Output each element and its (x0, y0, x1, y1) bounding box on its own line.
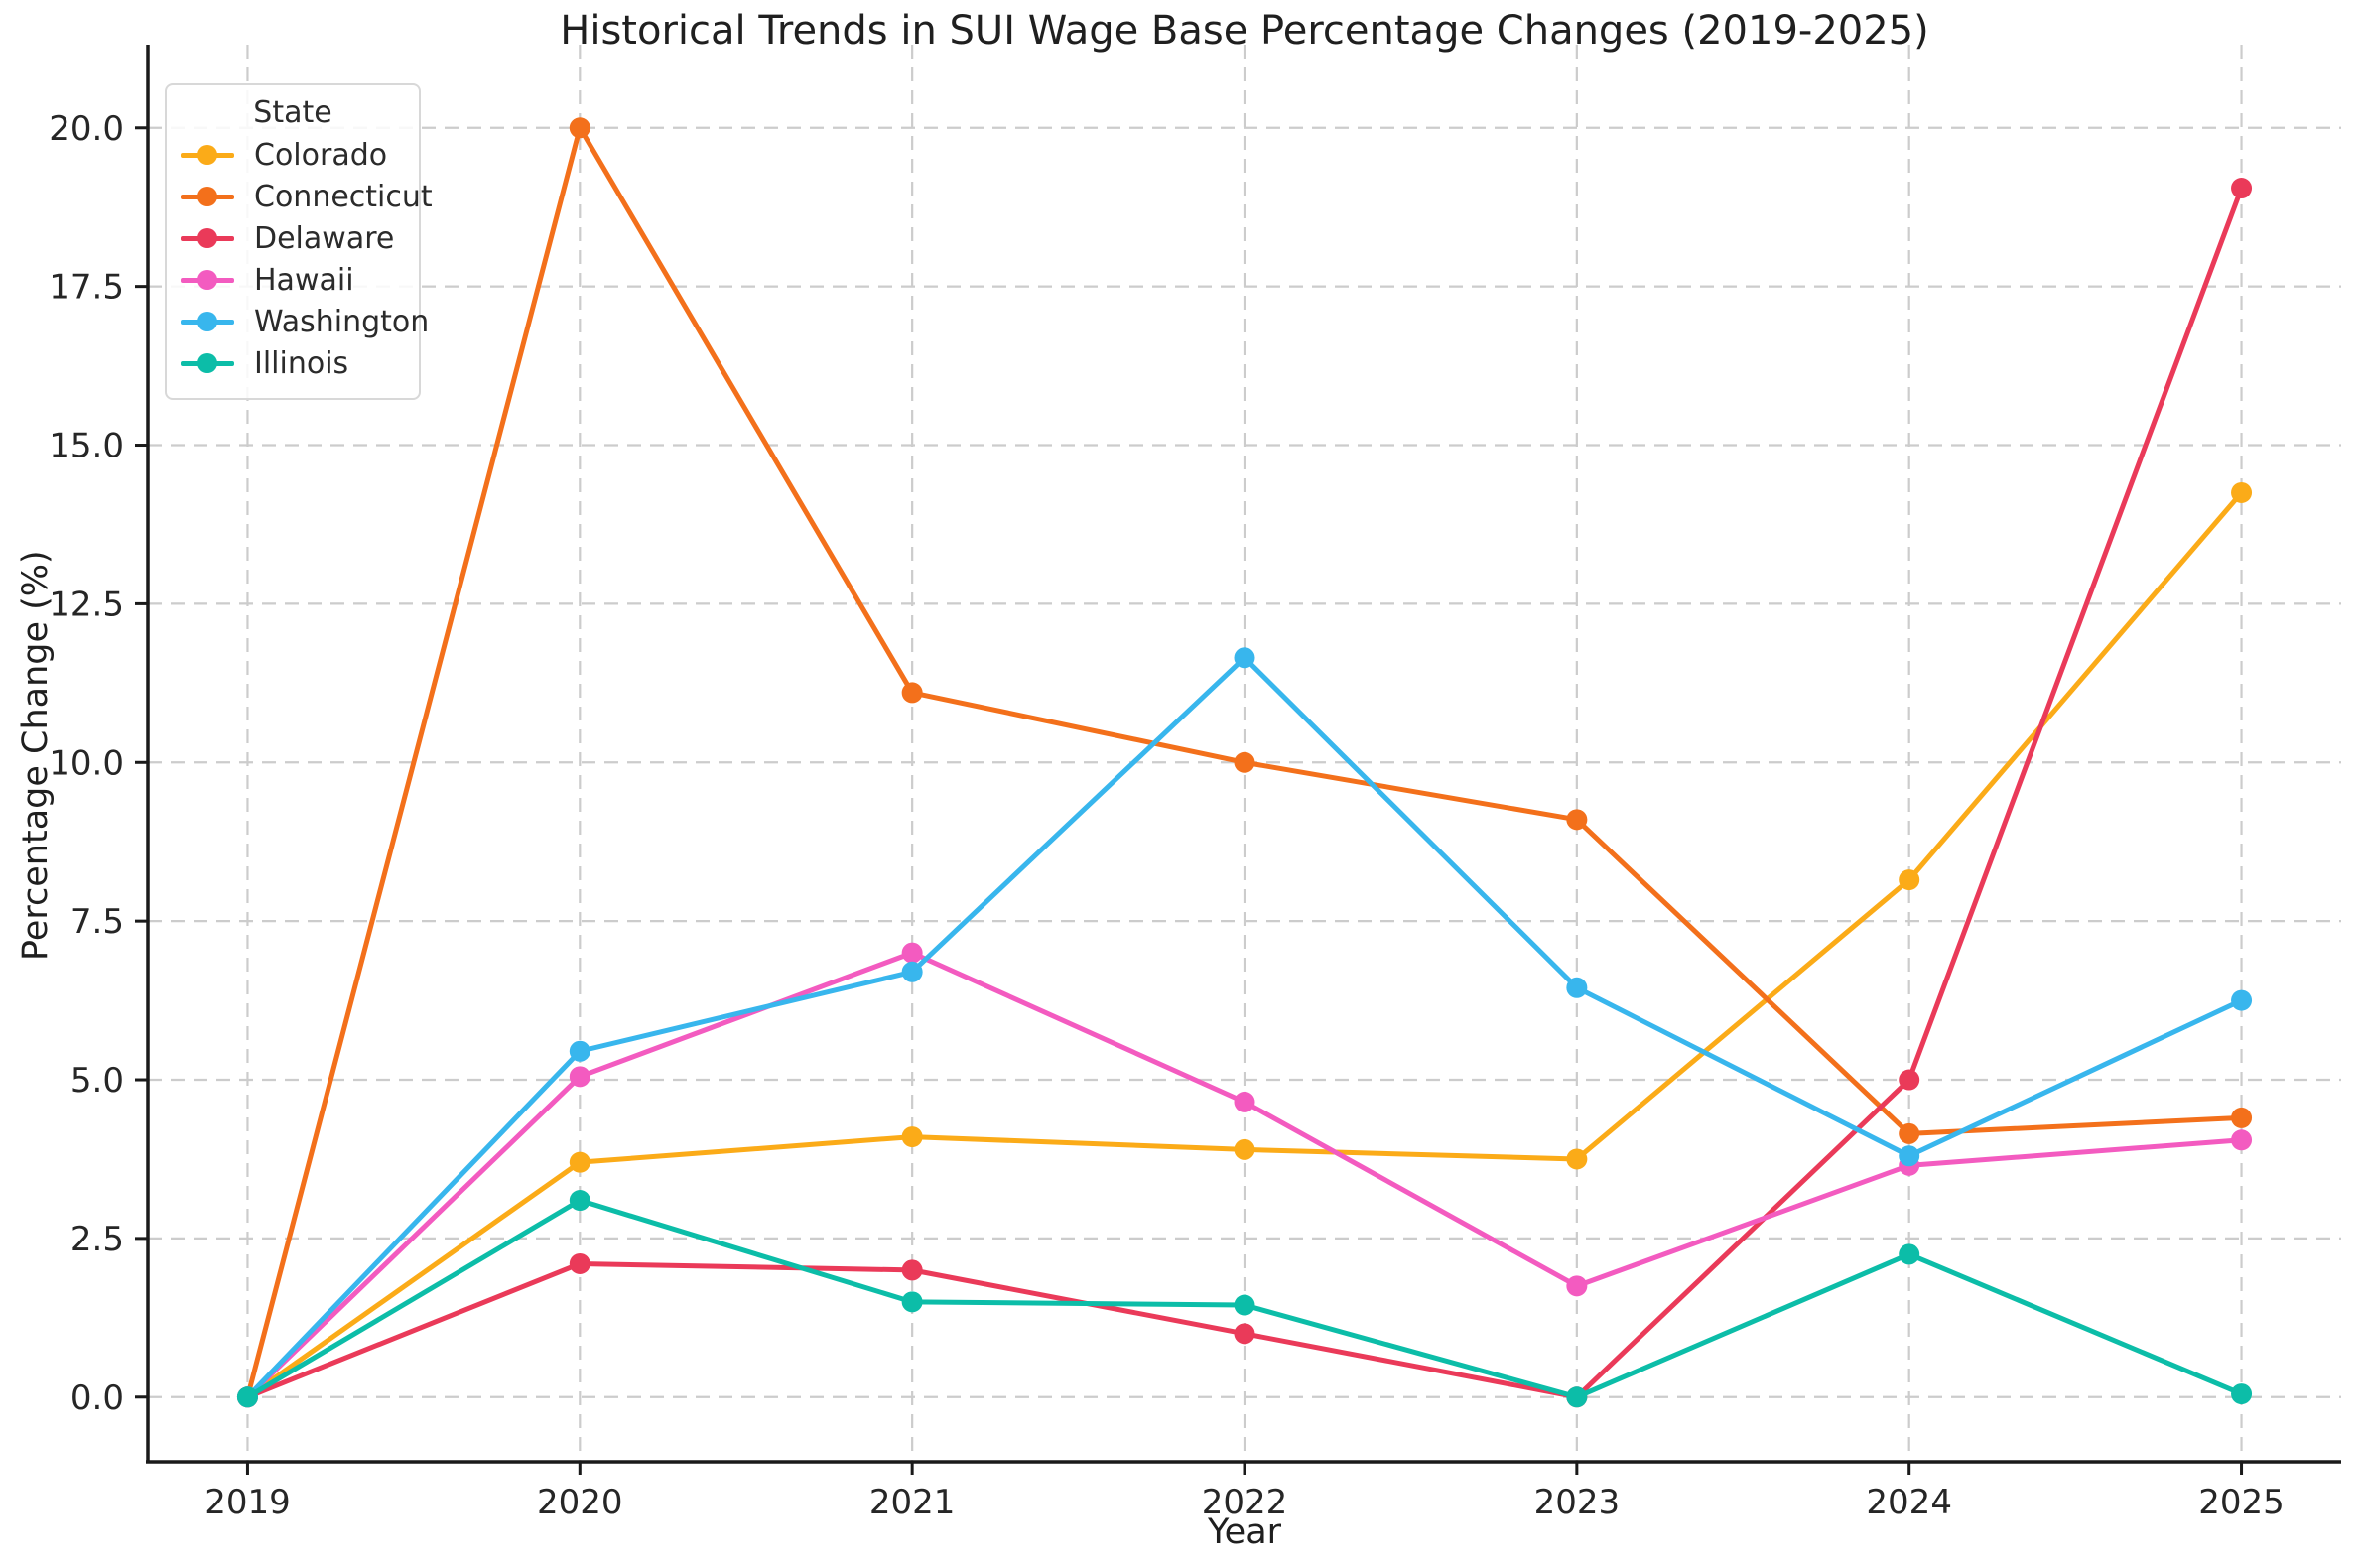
series-line-colorado (236, 481, 2253, 1408)
svg-text:20.0: 20.0 (49, 109, 124, 149)
legend-item-colorado: Colorado (181, 134, 405, 176)
legend-title: State (253, 95, 332, 130)
legend-marker-icon (181, 144, 234, 166)
svg-text:2021: 2021 (869, 1483, 956, 1522)
legend-label: Washington (254, 304, 430, 339)
legend-item-hawaii: Hawaii (181, 259, 405, 301)
legend-label: Delaware (254, 220, 395, 256)
legend-marker-icon (181, 352, 234, 374)
y-axis-label: Percentage Change (%) (16, 550, 56, 961)
svg-text:2025: 2025 (2198, 1483, 2285, 1522)
svg-text:2022: 2022 (1202, 1483, 1288, 1522)
x-axis-ticks: 2019 2020 2021 2022 2023 2024 2025 (204, 1462, 2285, 1522)
svg-text:0.0: 0.0 (70, 1378, 124, 1418)
legend-label: Colorado (254, 137, 388, 173)
legend-item-delaware: Delaware (181, 217, 405, 259)
legend-items: Colorado Connecticut Delaware Hawaii Washing… (181, 134, 433, 384)
y-axis-ticks: 0.0 2.5 5.0 7.5 10.0 12.5 15.0 17.5 20.0 (49, 109, 148, 1418)
legend-label: Connecticut (254, 179, 433, 214)
svg-text:5.0: 5.0 (70, 1061, 124, 1101)
legend-item-illinois: Illinois (181, 342, 405, 384)
legend-marker-icon (181, 186, 234, 207)
legend-marker-icon (181, 269, 234, 291)
svg-text:10.0: 10.0 (49, 743, 124, 783)
svg-text:2.5: 2.5 (70, 1220, 124, 1259)
svg-text:2020: 2020 (537, 1483, 623, 1522)
svg-text:12.5: 12.5 (49, 585, 124, 624)
svg-text:17.5: 17.5 (49, 268, 124, 308)
legend-label: Hawaii (254, 262, 354, 298)
series-line-illinois (236, 1190, 2253, 1408)
x-axis-label: Year (1207, 1512, 1282, 1552)
series-line-washington (236, 647, 2253, 1408)
legend-item-washington: Washington (181, 301, 429, 342)
svg-text:7.5: 7.5 (70, 902, 124, 942)
legend: State Colorado Connecticut Delaware Hawaii W… (165, 83, 433, 400)
svg-text:2019: 2019 (204, 1483, 291, 1522)
svg-text:15.0: 15.0 (49, 427, 124, 466)
legend-item-connecticut: Connecticut (181, 176, 433, 217)
legend-label: Illinois (254, 345, 349, 381)
chart-title: Historical Trends in SUI Wage Base Perce… (560, 8, 1929, 54)
legend-marker-icon (181, 311, 234, 332)
legend-marker-icon (181, 227, 234, 249)
svg-text:2023: 2023 (1534, 1483, 1621, 1522)
svg-text:2024: 2024 (1866, 1483, 1952, 1522)
